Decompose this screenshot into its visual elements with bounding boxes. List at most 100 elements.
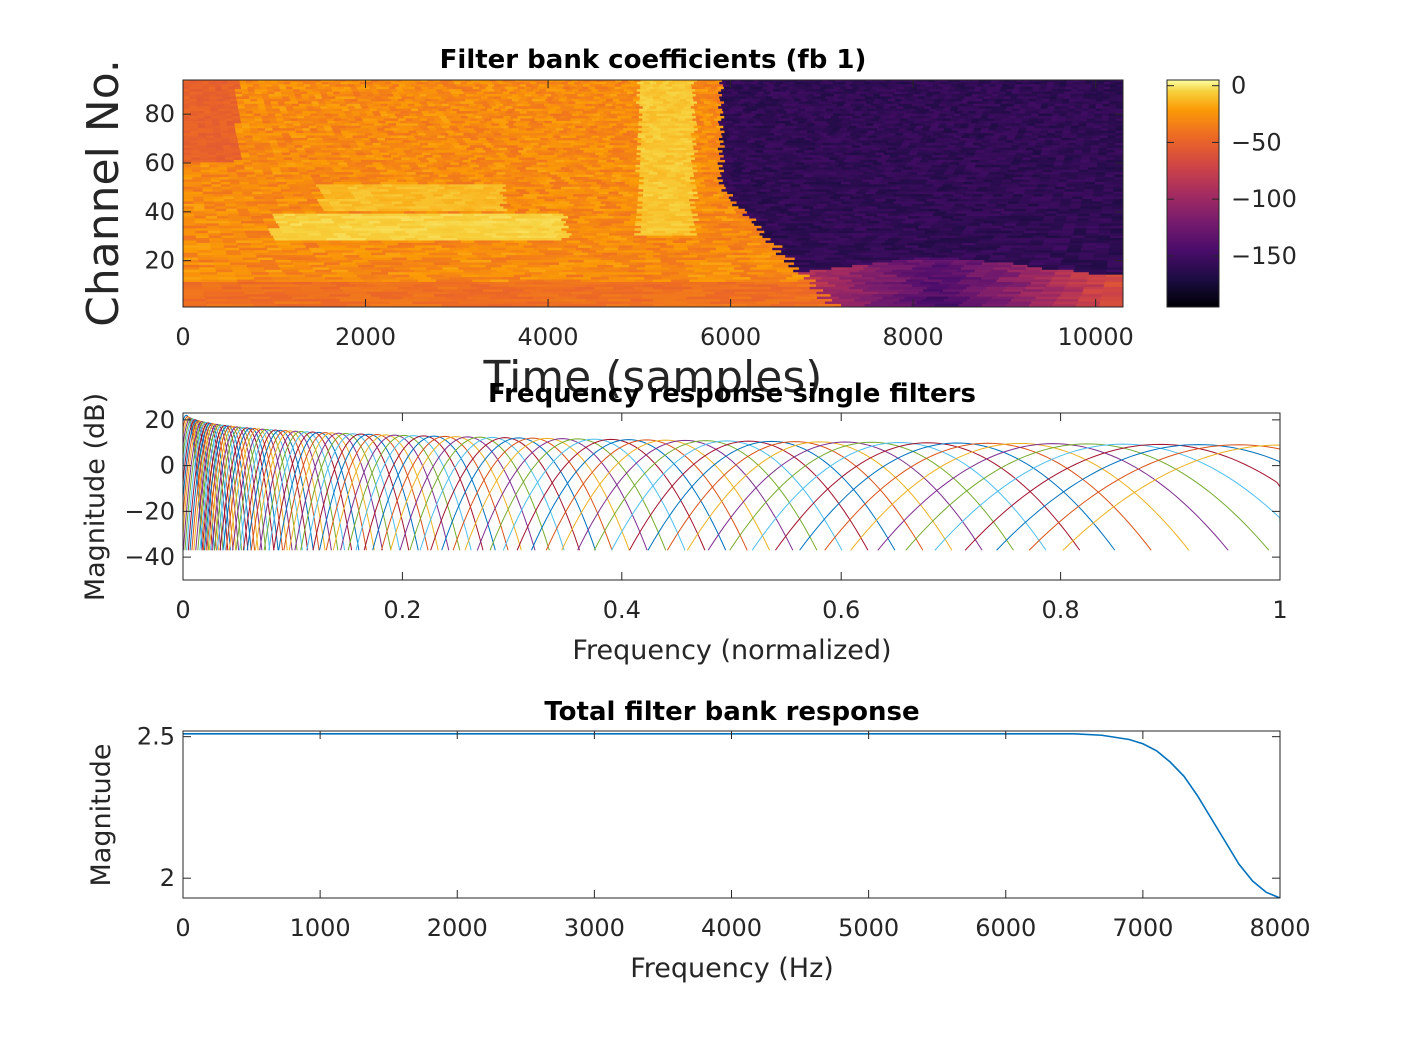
heatmap-cell [981, 154, 991, 158]
heatmap-cell [351, 169, 361, 173]
heatmap-cell [503, 217, 517, 221]
heatmap-cell [890, 195, 902, 199]
heatmap-cell [412, 293, 435, 297]
heatmap-cell [947, 166, 957, 170]
heatmap-cell [890, 161, 900, 165]
heatmap-cell [1000, 181, 1011, 185]
heatmap-cell [736, 234, 751, 239]
heatmap-cell [284, 159, 294, 163]
heatmap-cell [614, 210, 626, 214]
heatmap-cell [691, 159, 701, 163]
heatmap-cell [418, 278, 437, 282]
heatmap-cell [765, 239, 780, 243]
heatmap-cell [909, 186, 921, 190]
heatmap-cell [201, 176, 212, 180]
heatmap-cell [301, 159, 311, 163]
heatmap-cell [481, 210, 494, 214]
heatmap-cell [1002, 161, 1012, 165]
heatmap-cell [371, 261, 388, 265]
heatmap-cell [953, 259, 970, 263]
heatmap-cell [242, 222, 255, 226]
heatmap-cell [918, 291, 940, 295]
heatmap-cell [566, 239, 581, 243]
heatmap-cell [266, 222, 279, 226]
heatmap-cell [384, 213, 397, 217]
heatmap-cell [999, 183, 1010, 187]
heatmap-cell [248, 237, 262, 241]
heatmap-cell [624, 181, 635, 185]
heatmap-cell [659, 244, 675, 248]
heatmap-cell [683, 166, 694, 170]
heatmap-cell [678, 271, 697, 275]
heatmap-cell [743, 288, 764, 292]
heatmap-cell [247, 266, 265, 270]
heatmap-cell [308, 186, 320, 190]
heatmap-cell [357, 154, 367, 158]
heatmap-cell [693, 220, 706, 224]
heatmap-cell [471, 178, 482, 182]
heatmap-cell [203, 291, 225, 295]
heatmap-cell [545, 178, 556, 182]
heatmap-cell [636, 210, 649, 214]
heatmap-cell [262, 169, 273, 173]
heatmap-cell [553, 239, 568, 243]
heatmap-cell [252, 164, 262, 168]
heatmap-cell [584, 203, 596, 207]
heatmap-cell [763, 203, 776, 207]
heatmap-cell [451, 256, 468, 260]
heatmap-cell [888, 213, 900, 217]
heatmap-cell [347, 152, 357, 156]
heatmap-cell [980, 156, 990, 160]
heatmap-cell [821, 225, 835, 229]
heatmap-cell [883, 176, 894, 180]
heatmap-cell [431, 176, 442, 180]
heatmap-cell [457, 252, 473, 256]
heatmap-cell [472, 166, 483, 170]
heatmap-cell [559, 303, 584, 307]
heatmap-cell [760, 242, 775, 246]
heatmap-cell [787, 178, 798, 182]
heatmap-cell [893, 200, 905, 204]
heatmap-cell [561, 227, 575, 231]
heatmap-cell [427, 188, 439, 192]
heatmap-cell [895, 191, 906, 195]
heatmap-cell [689, 252, 705, 256]
heatmap-cell [261, 237, 275, 241]
heatmap-cell [197, 252, 213, 256]
heatmap-cell [302, 239, 316, 243]
heatmap-cell [1079, 166, 1089, 170]
heatmap-cell [899, 264, 917, 268]
heatmap-cell [327, 278, 347, 282]
heatmap-cell [911, 159, 921, 163]
heatmap-cell [682, 159, 692, 163]
heatmap-cell [255, 252, 271, 256]
heatmap-cell [805, 239, 820, 243]
heatmap-cell [619, 239, 634, 243]
heatmap-cell [812, 186, 824, 190]
heatmap-cell [639, 173, 650, 178]
heatmap-cell [435, 300, 459, 304]
heatmap-cell [776, 213, 788, 217]
heatmap-cell [1051, 222, 1065, 226]
heatmap-cell [567, 249, 583, 253]
heatmap-cell [842, 152, 852, 156]
heatmap-cell [673, 200, 685, 204]
heatmap-cell [208, 156, 218, 160]
heatmap-cell [469, 171, 480, 175]
heatmap-cell [723, 154, 733, 158]
heatmap-cell [663, 193, 674, 197]
heatmap-cell [216, 156, 226, 160]
heatmap-cell [1004, 173, 1015, 178]
heatmap-cell [1058, 208, 1070, 212]
heatmap-cell [279, 205, 291, 209]
heatmap-cell [778, 156, 788, 160]
heatmap-cell [326, 159, 337, 163]
heatmap-cell [707, 154, 716, 158]
heatmap-cell [220, 181, 231, 185]
heatmap-cell [472, 252, 488, 256]
heatmap-cell [310, 173, 321, 178]
heatmap-cell [888, 254, 904, 258]
heatmap-cell [568, 181, 579, 185]
heatmap-cell [435, 164, 445, 168]
heatmap-cell [995, 188, 1007, 192]
